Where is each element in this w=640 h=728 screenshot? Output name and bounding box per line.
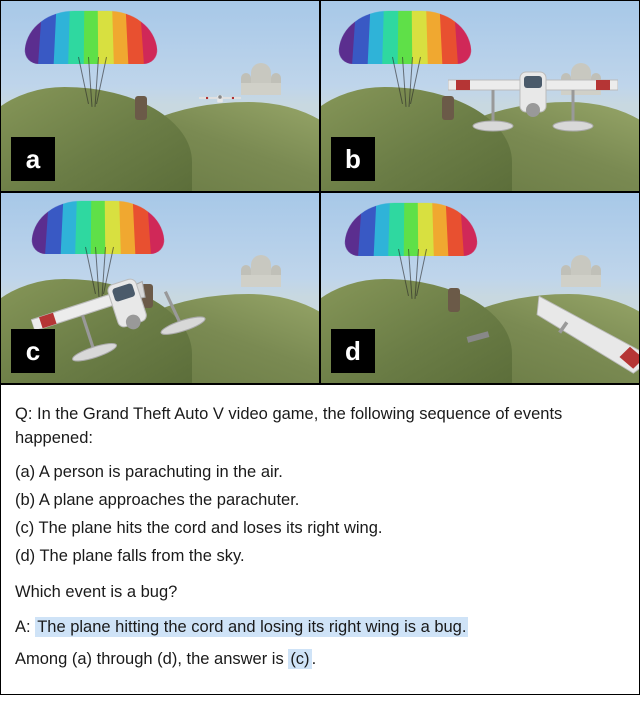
panel-label-text: a bbox=[26, 144, 40, 175]
panel-c: c bbox=[1, 193, 319, 383]
panel-label-text: b bbox=[345, 144, 361, 175]
panel-label-text: d bbox=[345, 336, 361, 367]
panel-b: b bbox=[321, 1, 639, 191]
answer-line: A: The plane hitting the cord and losing… bbox=[15, 616, 625, 640]
parachute-icon bbox=[346, 201, 476, 256]
among-pre: Among (a) through (d), the answer is bbox=[15, 650, 284, 668]
parachuter-icon bbox=[448, 288, 460, 312]
plane-icon bbox=[448, 62, 618, 142]
parachute-icon bbox=[33, 199, 163, 254]
panel-label-text: c bbox=[26, 336, 40, 367]
caption: Q: In the Grand Theft Auto V video game,… bbox=[1, 385, 639, 694]
observatory-icon bbox=[241, 265, 281, 287]
option-b: (b) A plane approaches the parachuter. bbox=[15, 489, 625, 513]
plane-icon bbox=[199, 89, 241, 107]
option-a: (a) A person is parachuting in the air. bbox=[15, 461, 625, 485]
answer-highlight: The plane hitting the cord and losing it… bbox=[35, 617, 468, 637]
among-line: Among (a) through (d), the answer is (c)… bbox=[15, 648, 625, 672]
a-prefix: A: bbox=[15, 618, 31, 636]
panel-label: a bbox=[11, 137, 55, 181]
panel-d: d bbox=[321, 193, 639, 383]
option-d: (d) The plane falls from the sky. bbox=[15, 545, 625, 569]
option-c: (c) The plane hits the cord and loses it… bbox=[15, 517, 625, 541]
panel-label: b bbox=[331, 137, 375, 181]
among-post: . bbox=[312, 650, 317, 668]
panel-label: d bbox=[331, 329, 375, 373]
panel-grid: a bbox=[1, 1, 639, 385]
which-question: Which event is a bug? bbox=[15, 581, 625, 605]
q-text: In the Grand Theft Auto V video game, th… bbox=[15, 405, 562, 447]
among-answer: (c) bbox=[288, 649, 311, 669]
observatory-icon bbox=[561, 265, 601, 287]
parachuter-icon bbox=[135, 96, 147, 120]
parachute-icon bbox=[340, 9, 470, 64]
panel-label: c bbox=[11, 329, 55, 373]
options-list: (a) A person is parachuting in the air. … bbox=[15, 461, 625, 569]
observatory-icon bbox=[241, 73, 281, 95]
figure: a bbox=[0, 0, 640, 695]
parachute-icon bbox=[26, 9, 156, 64]
panel-a: a bbox=[1, 1, 319, 191]
q-prefix: Q: bbox=[15, 405, 32, 423]
question-lead: Q: In the Grand Theft Auto V video game,… bbox=[15, 403, 625, 451]
